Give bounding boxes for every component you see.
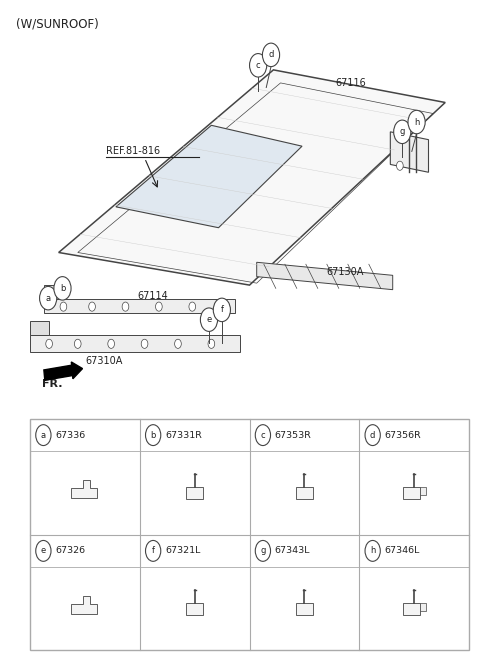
Circle shape <box>396 161 403 170</box>
Circle shape <box>396 132 403 141</box>
Text: (W/SUNROOF): (W/SUNROOF) <box>16 18 98 31</box>
Text: 67356R: 67356R <box>384 430 421 440</box>
Text: 67343L: 67343L <box>275 546 311 555</box>
Polygon shape <box>257 262 393 290</box>
Circle shape <box>394 120 411 143</box>
Text: FR.: FR. <box>42 379 62 389</box>
Polygon shape <box>44 299 235 313</box>
Text: 67116: 67116 <box>336 78 366 88</box>
Circle shape <box>200 308 217 331</box>
Text: 67353R: 67353R <box>275 430 312 440</box>
Circle shape <box>39 286 57 310</box>
Text: 67130A: 67130A <box>326 267 363 277</box>
Polygon shape <box>403 603 420 614</box>
Polygon shape <box>59 70 445 285</box>
Polygon shape <box>296 603 313 614</box>
Circle shape <box>156 302 162 311</box>
Circle shape <box>89 302 96 311</box>
Polygon shape <box>390 132 429 172</box>
Text: h: h <box>370 546 375 555</box>
Circle shape <box>250 54 267 77</box>
Text: g: g <box>399 127 405 136</box>
Polygon shape <box>71 596 97 614</box>
Text: d: d <box>370 430 375 440</box>
Circle shape <box>365 540 380 561</box>
Text: a: a <box>46 293 51 303</box>
Text: f: f <box>220 305 223 314</box>
Polygon shape <box>44 285 59 299</box>
Polygon shape <box>116 125 302 228</box>
Circle shape <box>213 298 230 322</box>
Polygon shape <box>186 603 203 614</box>
Text: e: e <box>41 546 46 555</box>
Text: e: e <box>206 315 212 324</box>
Circle shape <box>255 540 271 561</box>
Circle shape <box>122 302 129 311</box>
Polygon shape <box>30 321 49 335</box>
FancyArrow shape <box>44 362 83 381</box>
Circle shape <box>189 302 196 311</box>
Polygon shape <box>420 603 426 610</box>
Text: a: a <box>41 430 46 440</box>
Circle shape <box>74 339 81 348</box>
Circle shape <box>145 424 161 445</box>
Text: 67326: 67326 <box>55 546 85 555</box>
Circle shape <box>208 339 215 348</box>
Circle shape <box>60 302 67 311</box>
Text: g: g <box>260 546 265 555</box>
Circle shape <box>365 424 380 445</box>
Text: d: d <box>268 50 274 60</box>
Circle shape <box>36 424 51 445</box>
Circle shape <box>141 339 148 348</box>
Polygon shape <box>186 487 203 499</box>
Circle shape <box>255 424 271 445</box>
Text: 67346L: 67346L <box>384 546 420 555</box>
Text: 67331R: 67331R <box>165 430 202 440</box>
Circle shape <box>46 339 52 348</box>
Text: c: c <box>261 430 265 440</box>
Text: f: f <box>152 546 155 555</box>
Circle shape <box>108 339 115 348</box>
Circle shape <box>145 540 161 561</box>
Circle shape <box>217 302 224 311</box>
Text: h: h <box>414 117 419 126</box>
Polygon shape <box>403 487 420 499</box>
Polygon shape <box>420 487 426 495</box>
Circle shape <box>263 43 280 67</box>
Polygon shape <box>296 487 313 499</box>
Text: 67336: 67336 <box>55 430 85 440</box>
Text: 67114: 67114 <box>137 291 168 301</box>
Circle shape <box>54 276 71 300</box>
Bar <box>30 419 469 650</box>
Circle shape <box>175 339 181 348</box>
Polygon shape <box>71 480 97 498</box>
Circle shape <box>408 110 425 134</box>
Polygon shape <box>30 335 240 352</box>
Text: b: b <box>60 284 65 293</box>
Text: REF.81-816: REF.81-816 <box>107 146 160 156</box>
Text: b: b <box>150 430 156 440</box>
Text: 67310A: 67310A <box>85 356 122 366</box>
Text: c: c <box>256 61 261 70</box>
Text: 67321L: 67321L <box>165 546 201 555</box>
Circle shape <box>36 540 51 561</box>
